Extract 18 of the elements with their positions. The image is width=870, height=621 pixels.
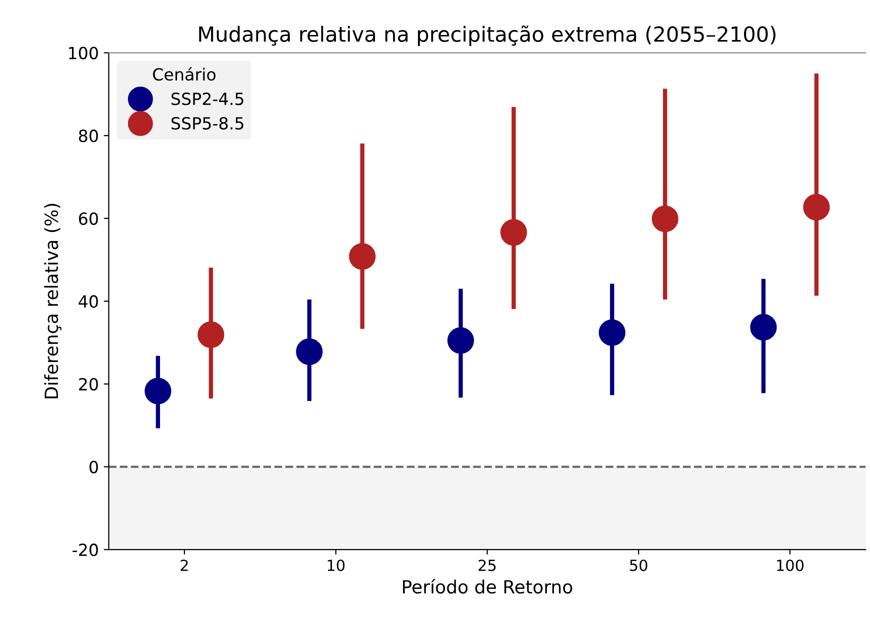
chart-title: Mudança relativa na precipitação extrema (2055–2100) (199, 25, 776, 46)
y-tick-label: 40 (78, 295, 98, 308)
x-axis-title: Período de Retorno (402, 578, 572, 594)
x-tick-label: 10 (328, 560, 345, 572)
x-tick-label: 25 (478, 560, 496, 572)
x-tick-label: 50 (630, 560, 648, 572)
x-tick-label: 2 (180, 560, 188, 571)
legend-title: Cenário (153, 67, 216, 81)
y-tick-label: 60 (78, 212, 98, 225)
y-tick-label: -20 (72, 544, 98, 556)
y-tick-label: 0 (90, 460, 98, 474)
legend-label: SSP2-4.5 (172, 92, 244, 106)
x-tick-label: 100 (777, 560, 804, 572)
y-axis-title: Diferença relativa (%) (44, 204, 62, 398)
y-tick-label: 20 (79, 378, 98, 391)
y-tick-label: 100 (69, 46, 98, 60)
legend-label: SSP5-8.5 (172, 117, 244, 130)
y-tick-label: 80 (78, 130, 98, 142)
